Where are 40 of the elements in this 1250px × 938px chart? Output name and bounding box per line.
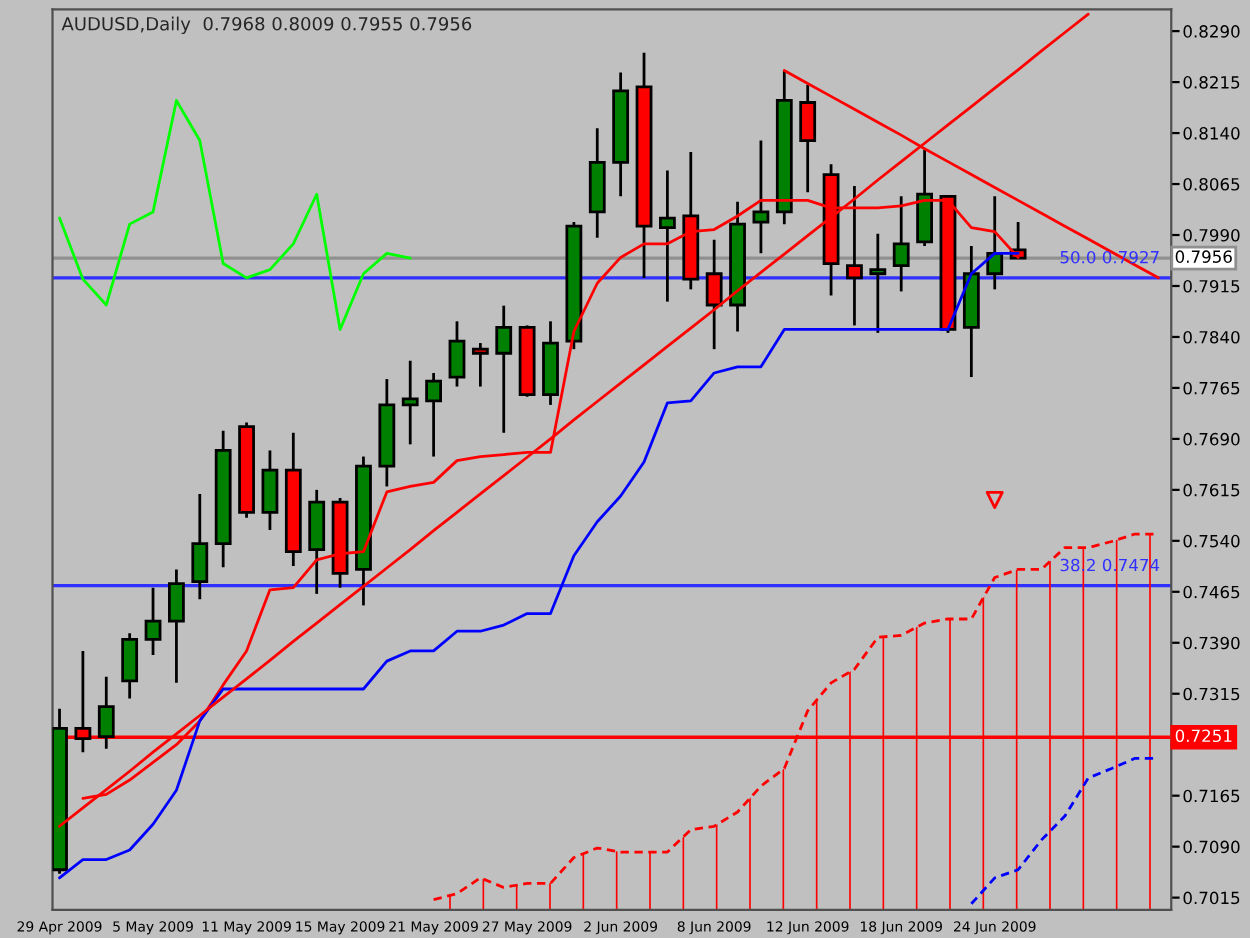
candlestick — [191, 492, 209, 601]
y-tick-label: 0.7015 — [1183, 891, 1240, 905]
candlestick — [916, 148, 933, 248]
y-tick-label: 0.7315 — [1183, 687, 1240, 701]
y-tick-label: 0.7915 — [1183, 279, 1240, 293]
candlestick — [799, 83, 817, 194]
y-tick-label: 0.7390 — [1183, 636, 1240, 650]
candlestick — [401, 359, 419, 446]
candlestick — [168, 567, 185, 685]
candlestick — [659, 169, 676, 303]
chart-title: AUDUSD,Daily 0.7968 0.8009 0.7955 0.7956 — [61, 16, 472, 35]
candlestick — [495, 304, 513, 435]
y-tick-label: 0.7840 — [1183, 330, 1240, 344]
y-tick-label: 0.7990 — [1183, 228, 1240, 242]
candlestick — [144, 586, 162, 657]
candlestick — [752, 139, 770, 255]
candlestick — [261, 449, 279, 532]
y-tick-label: 0.7615 — [1183, 483, 1240, 497]
y-tick-label: 0.8140 — [1183, 127, 1240, 140]
ref-line-label: 0.7956 — [1175, 250, 1232, 263]
y-tick-label: 0.7090 — [1183, 840, 1240, 854]
candlestick — [892, 194, 910, 293]
candlestick — [705, 238, 723, 351]
candlestick — [121, 631, 139, 700]
line-series — [58, 99, 412, 331]
y-tick-label: 0.7690 — [1183, 432, 1240, 446]
y-tick-label: 0.8065 — [1183, 178, 1240, 191]
y-tick-label: 0.7765 — [1183, 381, 1240, 395]
y-tick-label: 0.8215 — [1183, 76, 1240, 89]
candlestick — [869, 232, 887, 335]
candlestick — [425, 371, 442, 458]
candlestick — [448, 319, 466, 388]
y-tick-label: 0.8290 — [1183, 25, 1240, 38]
y-tick-label: 0.7465 — [1183, 585, 1240, 599]
y-tick-label: 0.7165 — [1183, 789, 1240, 803]
ref-line-label: 0.7251 — [1175, 729, 1232, 743]
candlestick — [308, 488, 326, 596]
candlestick — [471, 341, 489, 388]
y-tick-label: 0.7540 — [1183, 534, 1240, 548]
candlestick — [97, 675, 115, 751]
